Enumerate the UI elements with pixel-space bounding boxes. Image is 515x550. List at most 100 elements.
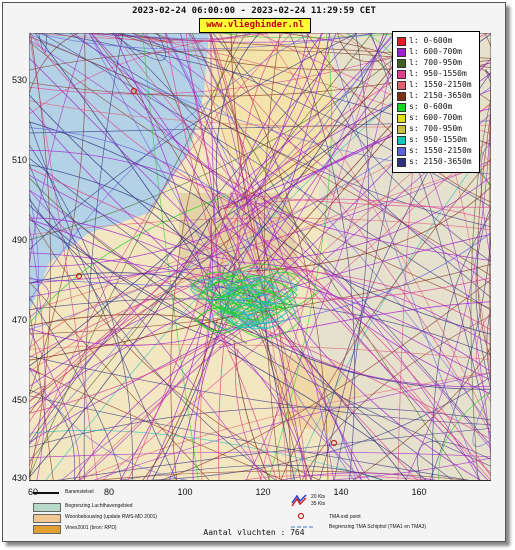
- wind-label-35: 35 Kts: [311, 501, 326, 507]
- flight-track: [289, 33, 356, 481]
- flight-track: [29, 335, 224, 414]
- tma-exit-icon: [297, 512, 305, 520]
- flight-track: [29, 208, 223, 367]
- flight-track: [226, 33, 324, 209]
- flight-track: [36, 33, 378, 50]
- legend-swatch: [397, 136, 406, 145]
- flight-track: [192, 271, 245, 298]
- flight-track: [235, 348, 263, 481]
- flight-track: [29, 204, 215, 331]
- wind-label-20: 20 Kts: [311, 494, 326, 500]
- flight-track: [370, 33, 491, 440]
- flight-track: [228, 33, 394, 288]
- flight-track: [232, 193, 491, 208]
- flight-track: [101, 138, 491, 481]
- wind-arrow-icon: [291, 494, 307, 507]
- x-tick-100: 100: [177, 487, 193, 497]
- flight-track: [246, 288, 408, 481]
- legend-swatch: [397, 114, 406, 123]
- flight-track: [113, 33, 217, 332]
- flight-track: [29, 144, 133, 481]
- legend-swatch: [397, 81, 406, 90]
- flight-track: [485, 69, 491, 84]
- flight-track: [29, 314, 239, 361]
- flight-track: [29, 213, 322, 481]
- tma-exit-point: [330, 439, 338, 447]
- flight-track: [208, 33, 292, 481]
- flight-track: [29, 198, 232, 345]
- flight-count: Aantal vluchten : 764: [203, 528, 305, 537]
- runway-swatch: [33, 492, 59, 494]
- legend-label: s: 1550-2150m: [409, 146, 472, 155]
- flight-track: [168, 218, 214, 481]
- flight-track: [245, 320, 491, 440]
- flight-track: [141, 319, 218, 481]
- flight-track: [245, 309, 285, 330]
- flight-track: [29, 33, 87, 470]
- flight-track: [88, 33, 240, 194]
- flight-track: [251, 232, 491, 326]
- flight-track: [246, 200, 489, 481]
- flight-track: [187, 33, 491, 434]
- flight-track: [470, 97, 491, 481]
- flight-track: [29, 278, 246, 289]
- runway-label: Banenstelsel: [65, 489, 94, 495]
- flight-track: [29, 217, 250, 292]
- legend-label: l: 700-950m: [409, 58, 462, 67]
- legend-swatch: [397, 37, 406, 46]
- flight-track: [240, 33, 322, 203]
- flight-track: [246, 316, 491, 388]
- vinex-label: Vinex2001 (bron: RPD): [65, 525, 117, 531]
- legend-label: l: 1550-2150m: [409, 80, 472, 89]
- flight-track: [227, 278, 282, 306]
- legend-label: l: 600-700m: [409, 47, 462, 56]
- y-tick-510: 510: [11, 155, 27, 165]
- flight-track: [29, 33, 390, 115]
- tma-exit-label: TMA exit point: [329, 514, 361, 520]
- flight-track: [52, 427, 491, 481]
- flight-track: [127, 192, 232, 481]
- flight-track: [29, 272, 254, 298]
- flight-track: [238, 195, 491, 261]
- flight-track: [210, 33, 370, 481]
- flight-track: [222, 33, 411, 39]
- flight-track: [29, 217, 491, 236]
- flight-track: [133, 33, 491, 428]
- flight-track: [216, 325, 278, 481]
- tma-boundary-swatch: [291, 526, 315, 528]
- x-tick-160: 160: [411, 487, 427, 497]
- tma-exit-point: [75, 272, 83, 280]
- flight-track: [186, 33, 229, 220]
- flight-track: [221, 224, 491, 381]
- flight-track: [291, 141, 491, 481]
- vlieghinder-brand[interactable]: www.vlieghinder.nl: [199, 18, 311, 33]
- flight-track: [69, 33, 491, 228]
- x-tick-140: 140: [333, 487, 349, 497]
- flight-track: [29, 218, 238, 402]
- vinex-swatch: [33, 525, 61, 534]
- flight-track: [472, 388, 491, 447]
- altitude-legend: l: 0-600m l: 600-700m l: 700-950m l: 950-15…: [392, 31, 480, 173]
- tma-boundary-label: Begrenzing TMA Schiphol (TMA1 en TMA3): [329, 524, 427, 530]
- flight-track: [210, 286, 271, 317]
- y-tick-470: 470: [11, 315, 27, 325]
- flight-track: [220, 336, 312, 481]
- x-tick-80: 80: [103, 487, 114, 497]
- flight-track: [301, 33, 491, 262]
- flight-track: [29, 313, 254, 334]
- flight-track: [29, 264, 491, 335]
- flight-track: [29, 219, 231, 323]
- flight-track: [29, 33, 240, 208]
- flight-track: [29, 355, 491, 426]
- flight-track: [195, 307, 241, 331]
- flight-track: [146, 218, 213, 481]
- flight-track: [29, 344, 491, 361]
- flight-track: [130, 33, 173, 43]
- flight-track: [29, 174, 229, 260]
- flight-track: [215, 33, 260, 217]
- flight-track: [224, 305, 270, 328]
- flight-track: [158, 279, 491, 481]
- flight-track: [218, 301, 491, 349]
- legend-label: s: 700-950m: [409, 124, 462, 133]
- legend-swatch: [397, 103, 406, 112]
